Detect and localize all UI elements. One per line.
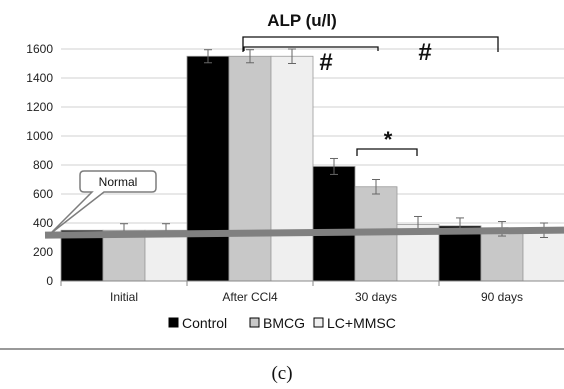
bar: [480, 228, 524, 282]
bar-marks: [60, 55, 564, 282]
legend-label-control: Control: [182, 315, 227, 331]
y-tick-label: 1000: [26, 129, 53, 143]
normal-reference-line: [44, 226, 564, 239]
legend-swatch-bmcg: [249, 317, 260, 328]
y-tick-label: 1600: [26, 42, 53, 56]
star-mark: *: [384, 127, 393, 152]
y-axis-ticks: 0 200 400 600 800 1000 1200 1400 1600: [26, 42, 53, 288]
x-axis-ticks: Initial After CCl4 30 days 90 days: [60, 281, 523, 304]
bar: [186, 55, 230, 282]
chart-title: ALP (u/l): [267, 11, 337, 30]
x-tick-label: Initial: [110, 290, 138, 304]
y-tick-label: 800: [33, 158, 53, 172]
normal-callout: Normal: [49, 170, 157, 235]
bar: [60, 229, 104, 282]
y-tick-label: 1200: [26, 100, 53, 114]
hash-mark-1: #: [319, 49, 332, 76]
y-tick-label: 200: [33, 245, 53, 259]
legend-swatch-lcmmsc: [313, 317, 324, 328]
x-tick-label: 30 days: [355, 290, 397, 304]
figure-caption: (c): [271, 363, 292, 384]
bar: [312, 166, 356, 282]
legend: Control BMCG LC+MMSC: [168, 315, 396, 331]
bracket-inner: [243, 46, 379, 51]
normal-label: Normal: [99, 175, 138, 189]
bar: [144, 229, 188, 282]
hash-mark-2: #: [418, 39, 431, 66]
x-tick-label: 90 days: [481, 290, 523, 304]
legend-label-bmcg: BMCG: [263, 315, 305, 331]
y-tick-label: 600: [33, 187, 53, 201]
legend-label-lcmmsc: LC+MMSC: [327, 315, 396, 331]
y-tick-label: 400: [33, 216, 53, 230]
y-tick-label: 1400: [26, 71, 53, 85]
bracket-top: [242, 36, 499, 52]
legend-swatch-control: [168, 317, 179, 328]
bar: [228, 55, 272, 282]
y-tick-label: 0: [46, 274, 53, 288]
bracket-star: [356, 148, 418, 156]
x-tick-label: After CCl4: [222, 290, 278, 304]
bar: [270, 55, 314, 282]
